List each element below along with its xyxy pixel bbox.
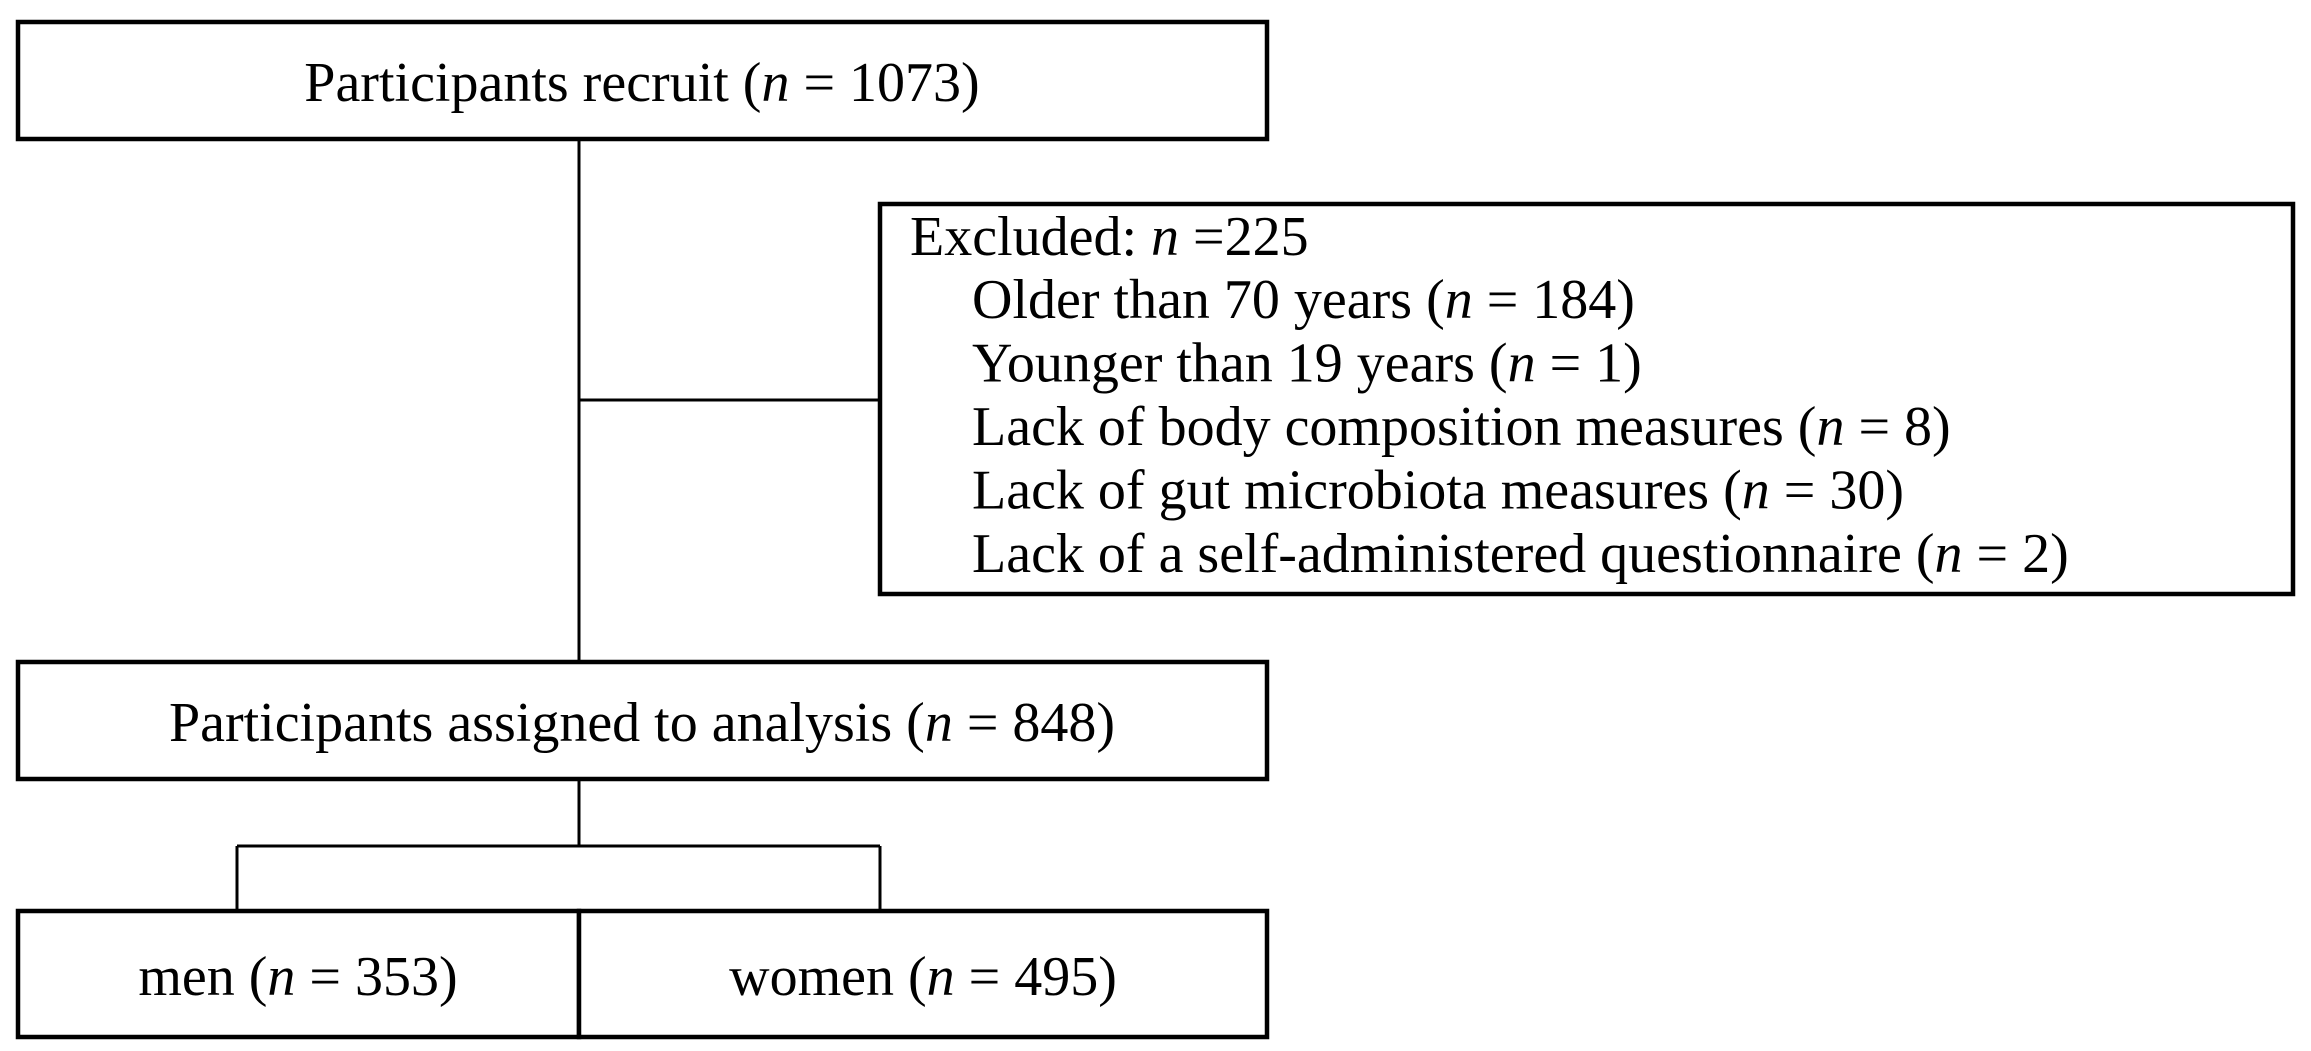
variable: n bbox=[925, 692, 953, 754]
box bbox=[15, 19, 1270, 142]
label-text: Participants assigned to analysis ( bbox=[169, 692, 925, 754]
label-text: = 8) bbox=[1844, 396, 1950, 458]
variable: n bbox=[1742, 460, 1770, 522]
variable: n bbox=[1445, 269, 1473, 331]
variable: n bbox=[1816, 396, 1844, 458]
excluded-heading: Excluded: n =225 bbox=[910, 206, 1309, 268]
label-text: Excluded: bbox=[910, 206, 1151, 268]
variable: n bbox=[1151, 206, 1179, 268]
label-text: = 2) bbox=[1963, 523, 2069, 585]
label-text: = 848) bbox=[953, 692, 1115, 754]
label-text: Older than 70 years ( bbox=[972, 269, 1445, 331]
label-text: = 353) bbox=[295, 946, 457, 1008]
box bbox=[15, 659, 1270, 782]
label-text: Participants recruit ( bbox=[304, 52, 761, 114]
variable: n bbox=[761, 52, 789, 114]
node-label: Participants recruit (n = 1073) bbox=[304, 52, 979, 114]
label-text: women ( bbox=[729, 946, 927, 1008]
variable: n bbox=[1508, 333, 1536, 395]
label-text: = 1) bbox=[1536, 333, 1642, 395]
node-label: men (n = 353) bbox=[138, 946, 457, 1008]
label-text: = 495) bbox=[955, 946, 1117, 1008]
box bbox=[877, 201, 2296, 597]
label-text: = 30) bbox=[1770, 460, 1904, 522]
variable: n bbox=[1935, 523, 1963, 585]
labels: Participants recruit (n = 1073)Participa… bbox=[138, 52, 2068, 1008]
label-text: Lack of body composition measures ( bbox=[972, 396, 1816, 458]
label-text: Younger than 19 years ( bbox=[972, 333, 1508, 395]
excluded-item: Lack of gut microbiota measures (n = 30) bbox=[972, 460, 1904, 522]
node-label: women (n = 495) bbox=[729, 946, 1117, 1008]
box bbox=[576, 908, 1270, 1040]
label-text: Lack of gut microbiota measures ( bbox=[972, 460, 1742, 522]
label-text: Lack of a self-administered questionnair… bbox=[972, 523, 1935, 585]
variable: n bbox=[267, 946, 295, 1008]
excluded-item: Older than 70 years (n = 184) bbox=[972, 269, 1635, 331]
excluded-item: Lack of a self-administered questionnair… bbox=[972, 523, 2069, 585]
excluded-item: Lack of body composition measures (n = 8… bbox=[972, 396, 1951, 458]
label-text: = 184) bbox=[1473, 269, 1635, 331]
label-text: = 1073) bbox=[789, 52, 979, 114]
variable: n bbox=[927, 946, 955, 1008]
label-text: men ( bbox=[138, 946, 267, 1008]
excluded-item: Younger than 19 years (n = 1) bbox=[972, 333, 1642, 395]
label-text: =225 bbox=[1179, 206, 1309, 268]
box bbox=[15, 908, 582, 1040]
node-label: Participants assigned to analysis (n = 8… bbox=[169, 692, 1115, 754]
